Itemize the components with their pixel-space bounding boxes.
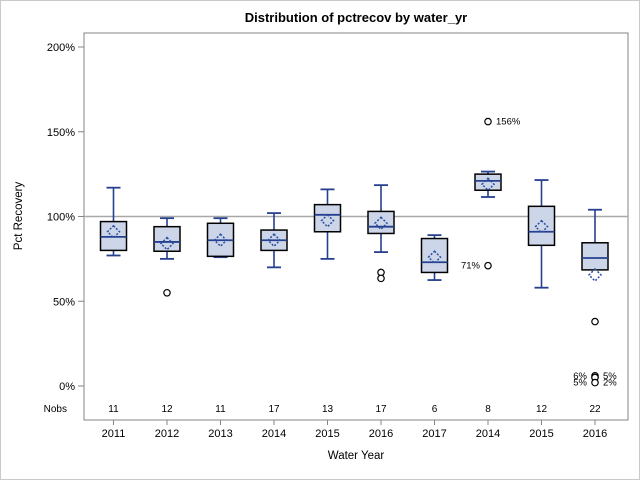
outlier-point (377, 274, 385, 283)
box-rect (474, 173, 502, 191)
outlier-label: 156% (496, 117, 521, 128)
x-tick-label: 2011 (102, 428, 126, 440)
box-rect (581, 242, 609, 271)
nobs-row-label: Nobs (44, 404, 67, 415)
outlier-point (484, 117, 492, 126)
outlier-label: 5% (573, 378, 587, 389)
nobs-value: 13 (322, 404, 334, 415)
x-tick-label: 2017 (422, 428, 446, 440)
nobs-value: 17 (268, 404, 280, 415)
nobs-value: 12 (536, 404, 548, 415)
outlier-point (591, 378, 599, 387)
chart-title: Distribution of pctrecov by water_yr (245, 10, 468, 25)
y-tick-label: 100% (47, 212, 75, 224)
plot-frame (83, 32, 629, 421)
outlier-label: 6% (573, 371, 587, 382)
y-tick-label: 50% (53, 296, 75, 308)
x-tick-label: 2014 (262, 428, 286, 440)
outlier-label: 2% (603, 378, 617, 389)
y-tick-label: 150% (47, 127, 75, 139)
x-tick-label: 2013 (208, 428, 232, 440)
y-tick-label: 0% (59, 381, 75, 393)
nobs-value: 12 (161, 404, 173, 415)
x-axis-title: Water Year (328, 450, 385, 462)
nobs-value: 17 (375, 404, 387, 415)
nobs-value: 8 (485, 404, 491, 415)
nobs-value: 11 (215, 404, 226, 415)
nobs-value: 6 (432, 404, 438, 415)
box-rect (153, 225, 181, 252)
box-rect (527, 205, 556, 247)
x-tick-label: 2015 (529, 428, 553, 440)
plot-generated-content: 0% 50% 100% 150% 200% 2011 11 2012 12 2013 11 2014 1… (47, 32, 629, 440)
x-tick-label: 2016 (369, 428, 393, 440)
outlier-point (484, 261, 492, 270)
nobs-value: 22 (589, 404, 601, 415)
outlier-point (591, 317, 599, 326)
mean-diamond-icon (587, 267, 603, 283)
nobs-value: 11 (108, 404, 119, 415)
outlier-label: 5% (603, 371, 617, 382)
box-rect (367, 210, 395, 235)
box-rect (420, 237, 449, 274)
box-rect (313, 203, 342, 233)
x-tick-label: 2015 (315, 428, 339, 440)
x-tick-label: 2014 (476, 428, 500, 440)
outlier-label: 71% (461, 261, 481, 272)
x-tick-label: 2012 (155, 428, 179, 440)
x-tick-label: 2016 (583, 428, 607, 440)
y-tick-label: 200% (47, 42, 75, 54)
y-axis-title: Pct Recovery (13, 182, 25, 251)
outlier-point (163, 288, 171, 297)
